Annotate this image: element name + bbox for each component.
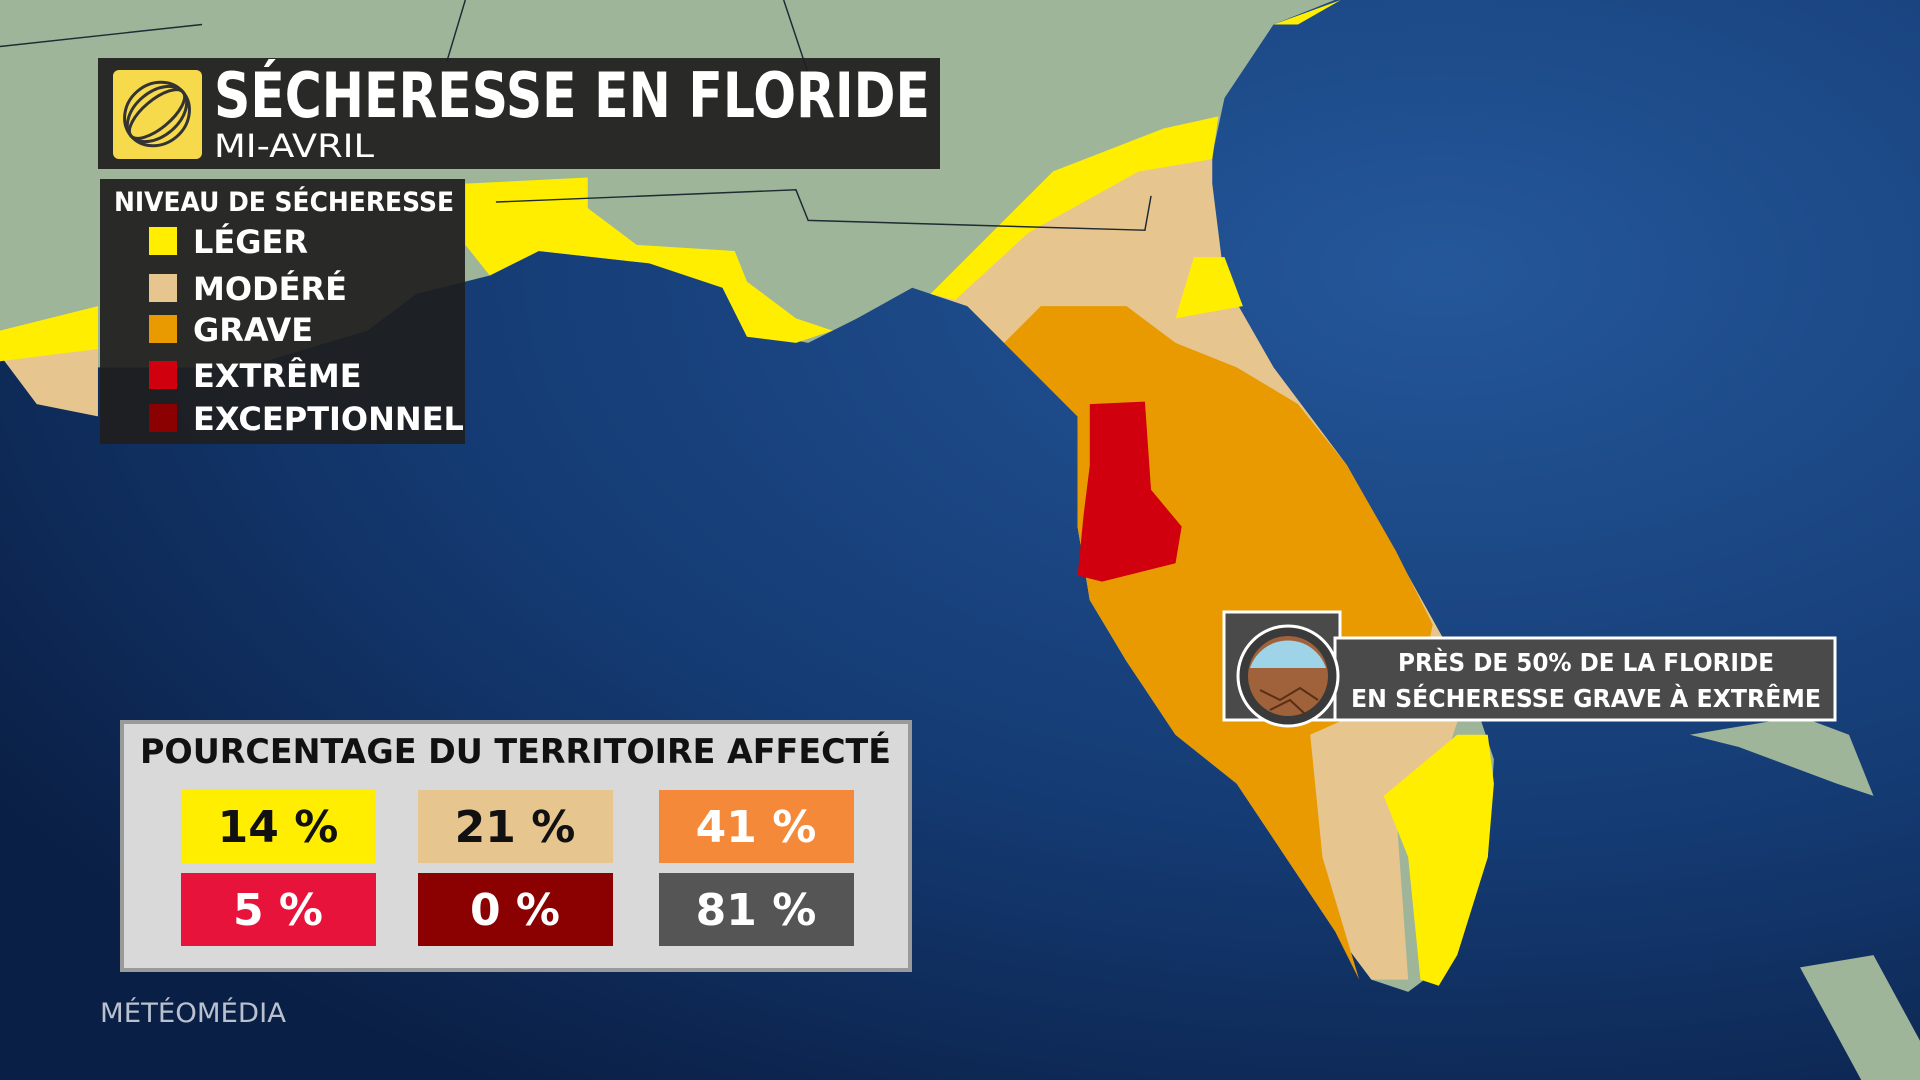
callout-line: PRÈS DE 50% DE LA FLORIDE	[1398, 648, 1774, 677]
stat-value: 0 %	[470, 885, 560, 936]
stat-cell	[418, 790, 613, 863]
stat-value: 81 %	[696, 885, 817, 936]
legend-label: GRAVE	[193, 311, 313, 349]
island	[1689, 716, 1920, 1080]
callout-icon-sky	[1250, 640, 1326, 668]
callout-line: EN SÉCHERESSE GRAVE À EXTRÊME	[1351, 684, 1821, 713]
legend-swatch	[149, 404, 177, 432]
panel-title: POURCENTAGE DU TERRITOIRE AFFECTÉ	[140, 731, 891, 772]
callout-icon-cracks	[1259, 686, 1319, 715]
legend-label: LÉGER	[193, 223, 308, 261]
title-box	[98, 58, 940, 169]
stats-grid: 14 % 21 % 41 % 5 % 0 % 81 %	[181, 790, 854, 946]
stat-value: 14 %	[218, 802, 339, 853]
stat-cell	[181, 873, 376, 946]
logo-mark	[123, 80, 191, 148]
legend-swatch	[149, 361, 177, 389]
stat-cell	[659, 790, 854, 863]
drought-extreme	[1077, 401, 1182, 582]
stat-value: 21 %	[455, 802, 576, 853]
legend-swatch	[149, 227, 177, 255]
stat-cell	[659, 873, 854, 946]
legend-label: EXCEPTIONNEL	[193, 400, 464, 438]
legend-label: EXTRÊME	[193, 357, 362, 395]
legend-label: MODÉRÉ	[193, 270, 347, 308]
brand: MÉTÉOMÉDIA	[100, 997, 287, 1029]
callout-box	[1333, 636, 1837, 722]
legend-swatch	[149, 315, 177, 343]
legend-swatch	[149, 274, 177, 302]
legend-title: NIVEAU DE SÉCHERESSE	[114, 186, 454, 218]
stat-cell	[181, 790, 376, 863]
stat-value: 5 %	[233, 885, 323, 936]
subtitle: MI-AVRIL	[214, 127, 374, 165]
stat-cell	[418, 873, 613, 946]
title: SÉCHERESSE EN FLORIDE	[214, 59, 930, 132]
legend-box	[100, 179, 465, 444]
state-borders	[0, 0, 1152, 231]
stat-value: 41 %	[696, 802, 817, 853]
